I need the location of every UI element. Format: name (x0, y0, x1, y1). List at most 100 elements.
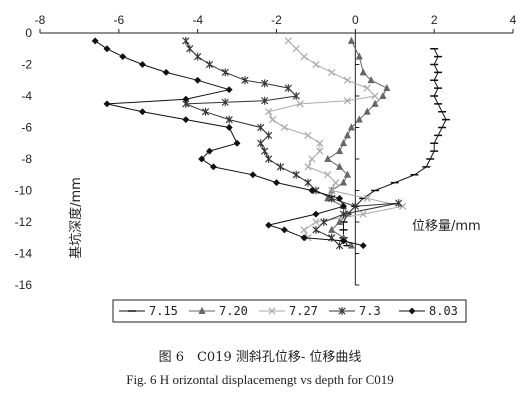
data-point-7-20 (347, 123, 355, 131)
data-point-7-27 (316, 139, 324, 147)
legend-marker-7-20 (198, 306, 206, 314)
data-point-7-27 (300, 53, 308, 61)
data-point-7-27 (304, 131, 312, 139)
legend-label-7-15: 7.15 (149, 304, 178, 318)
legend-marker-7-27 (268, 307, 276, 315)
data-point-8-03 (205, 147, 214, 155)
data-point-7-27 (300, 226, 308, 234)
data-point-7-3 (261, 96, 269, 105)
y-tick-label: 0 (25, 26, 32, 40)
data-point-7-27 (332, 179, 340, 187)
data-point-7-3 (205, 60, 214, 69)
data-point-8-03 (300, 234, 308, 242)
data-point-7-27 (296, 100, 304, 108)
data-point-7-27 (399, 202, 407, 210)
data-point-8-03 (91, 37, 99, 45)
data-point-8-03 (182, 116, 190, 124)
data-point-7-3 (304, 178, 312, 187)
x-tick-label: 0 (352, 13, 359, 27)
data-point-7-20 (328, 225, 336, 233)
data-point-7-20 (324, 194, 332, 202)
data-point-7-3 (312, 225, 320, 234)
data-point-7-27 (363, 84, 371, 92)
legend-label-8-03: 8.03 (429, 304, 458, 318)
legend: 7.15 7.20 7.27 7.3 8.03 (112, 299, 467, 323)
data-point-7-3 (335, 241, 344, 250)
data-point-7-20 (347, 36, 355, 44)
data-point-7-27 (292, 45, 300, 53)
data-point-7-27 (304, 163, 312, 171)
data-point-7-3 (351, 202, 359, 211)
data-point-7-3 (186, 44, 194, 53)
data-point-8-03 (308, 186, 316, 195)
data-point-8-03 (225, 123, 233, 132)
data-point-7-3 (292, 170, 300, 179)
data-point-7-27 (308, 155, 316, 163)
data-point-8-03 (209, 163, 217, 171)
x-tick-label: -6 (113, 13, 124, 27)
data-point-8-03 (280, 226, 288, 234)
y-tick-label: -16 (15, 278, 33, 292)
data-point-7-27 (312, 60, 320, 69)
data-point-7-20 (339, 178, 348, 186)
data-point-8-03 (103, 45, 111, 53)
data-point-7-20 (359, 68, 367, 76)
data-point-8-03 (233, 139, 241, 147)
data-point-7-27 (280, 123, 289, 132)
data-point-7-20 (339, 138, 348, 147)
data-point-7-3 (201, 107, 210, 116)
data-point-7-27 (312, 218, 320, 226)
data-point-7-20 (347, 241, 355, 249)
chart: -8 -6 -4 -2 0 2 4 0 -2 -4 -6 -8 -10 -12 -14 -16 基坑深度/mm… (15, 13, 517, 323)
x-tick-label: -4 (192, 13, 203, 27)
data-point-7-20 (343, 170, 352, 178)
data-point-7-27 (343, 76, 352, 84)
data-point-7-3 (261, 147, 269, 156)
data-point-7-20 (335, 146, 344, 155)
data-point-8-03 (198, 155, 206, 163)
data-point-8-03 (249, 171, 257, 179)
data-point-7-20 (383, 83, 391, 92)
data-point-7-27 (371, 92, 379, 100)
legend-marker-7-3 (338, 307, 346, 315)
data-point-7-3 (395, 199, 403, 208)
data-point-8-03 (194, 76, 202, 84)
data-point-8-03 (138, 60, 147, 69)
series-7-27 (264, 37, 407, 242)
data-point-7-20 (335, 162, 344, 170)
data-point-8-03 (162, 68, 170, 76)
data-point-7-27 (264, 108, 273, 116)
y-tick-label: -12 (15, 215, 33, 229)
data-point-8-03 (103, 100, 111, 108)
y-tick-label: -14 (15, 247, 33, 261)
caption-english: Fig. 6 H orizontal displacemengt vs dept… (126, 372, 394, 387)
data-point-7-27 (343, 97, 352, 105)
data-point-7-3 (221, 98, 229, 107)
data-point-7-3 (241, 76, 249, 85)
legend-label-7-27: 7.27 (289, 304, 318, 318)
series-line-7-3 (185, 40, 399, 246)
axes-layer (39, 29, 514, 286)
legend-label-7-3: 7.3 (359, 304, 381, 318)
series-7-15 (339, 48, 450, 247)
data-point-7-3 (320, 218, 328, 226)
data-point-7-20 (367, 75, 375, 84)
data-point-7-27 (363, 194, 371, 202)
data-point-7-27 (324, 171, 332, 179)
caption-chinese: 图 6 C019 测斜孔位移- 位移曲线 (158, 350, 362, 365)
series-7-3 (182, 36, 403, 250)
legend-box (112, 299, 467, 323)
y-tick-label: -6 (21, 121, 32, 135)
data-point-8-03 (359, 242, 367, 250)
data-point-7-20 (355, 115, 363, 123)
data-point-7-3 (261, 79, 269, 88)
x-axis-label: 位移量/mm (412, 219, 481, 234)
data-point-7-3 (265, 155, 273, 163)
data-point-8-03 (225, 86, 233, 94)
data-point-8-03 (312, 210, 320, 218)
legend-marker-8-03 (408, 307, 416, 315)
data-point-7-3 (225, 115, 233, 124)
legend-label-7-20: 7.20 (219, 304, 248, 318)
data-point-8-03 (265, 221, 273, 229)
data-point-8-03 (272, 179, 281, 187)
